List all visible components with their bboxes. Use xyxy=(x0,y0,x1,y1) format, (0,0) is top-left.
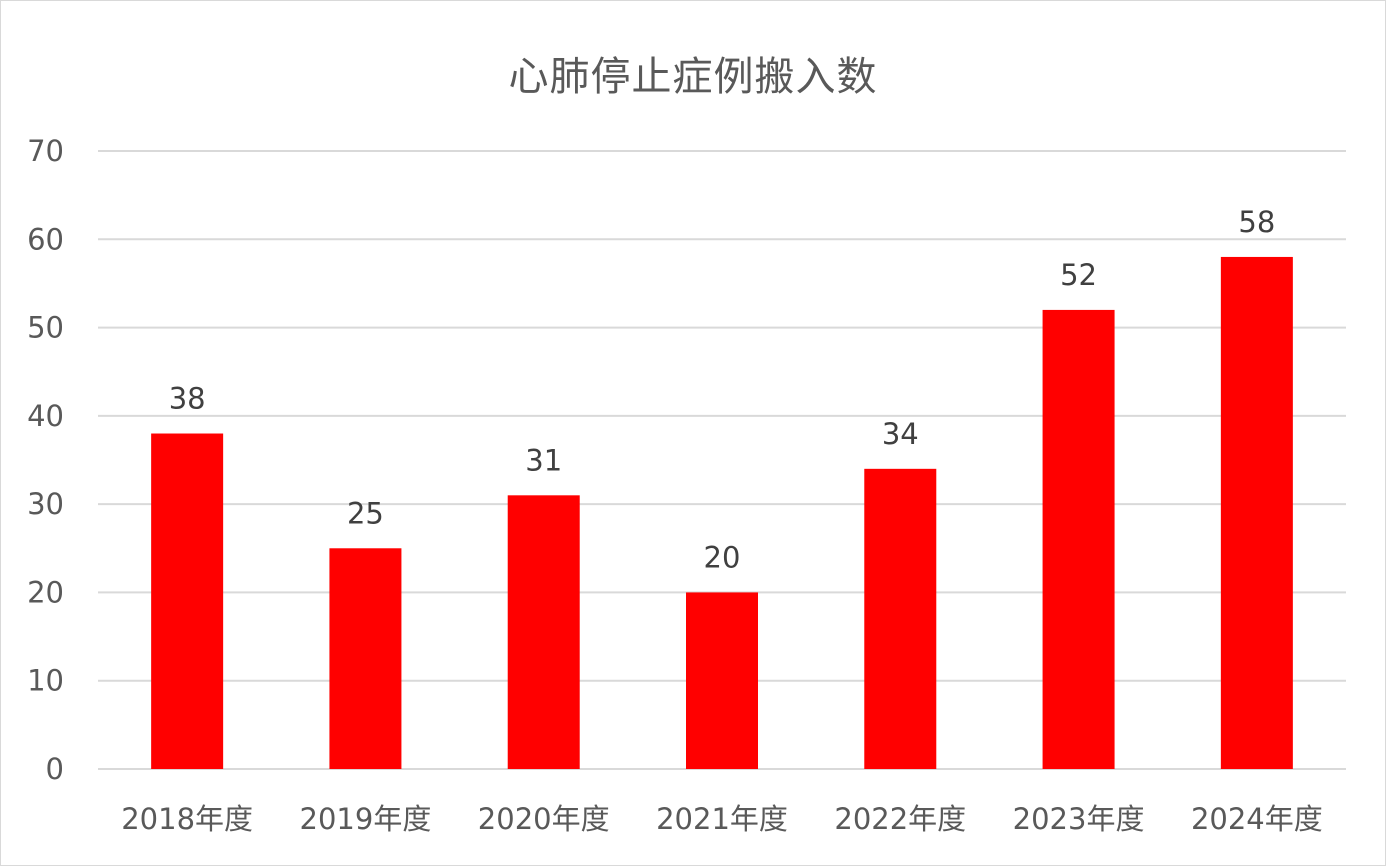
x-tick-label: 2021年度 xyxy=(656,802,788,836)
bar xyxy=(329,548,402,769)
data-label: 38 xyxy=(169,382,206,416)
bar xyxy=(151,433,224,769)
x-tick-label: 2024年度 xyxy=(1191,802,1323,836)
x-tick-label: 2020年度 xyxy=(478,802,610,836)
x-tick-label: 2018年度 xyxy=(121,802,253,836)
y-tick-label: 70 xyxy=(27,134,64,168)
data-label: 34 xyxy=(882,417,919,451)
y-tick-label: 30 xyxy=(27,487,64,521)
data-label: 20 xyxy=(704,540,741,574)
y-tick-label: 40 xyxy=(27,399,64,433)
bar xyxy=(1220,256,1293,769)
data-labels: 38 25 31 20 34 52 58 xyxy=(169,205,1276,574)
data-label: 25 xyxy=(347,496,384,530)
y-axis-ticks: 0 10 20 30 40 50 60 70 xyxy=(27,134,64,786)
chart-title: 心肺停止症例搬入数 xyxy=(508,54,878,100)
bar xyxy=(1042,309,1115,769)
bar xyxy=(864,468,937,769)
data-label: 31 xyxy=(525,443,562,477)
x-tick-label: 2022年度 xyxy=(834,802,966,836)
y-tick-label: 60 xyxy=(27,222,64,256)
bar xyxy=(507,495,580,769)
y-tick-label: 0 xyxy=(46,752,64,786)
bar xyxy=(686,592,758,769)
x-tick-label: 2023年度 xyxy=(1013,802,1145,836)
y-tick-label: 50 xyxy=(27,311,64,345)
data-label: 52 xyxy=(1060,258,1097,292)
x-axis-ticks: 2018年度 2019年度 2020年度 2021年度 2022年度 2023年度 2024… xyxy=(121,802,1323,836)
y-tick-label: 10 xyxy=(27,664,64,698)
bars xyxy=(151,256,1293,769)
data-label: 58 xyxy=(1238,205,1275,239)
y-tick-label: 20 xyxy=(27,575,64,609)
x-tick-label: 2019年度 xyxy=(300,802,432,836)
